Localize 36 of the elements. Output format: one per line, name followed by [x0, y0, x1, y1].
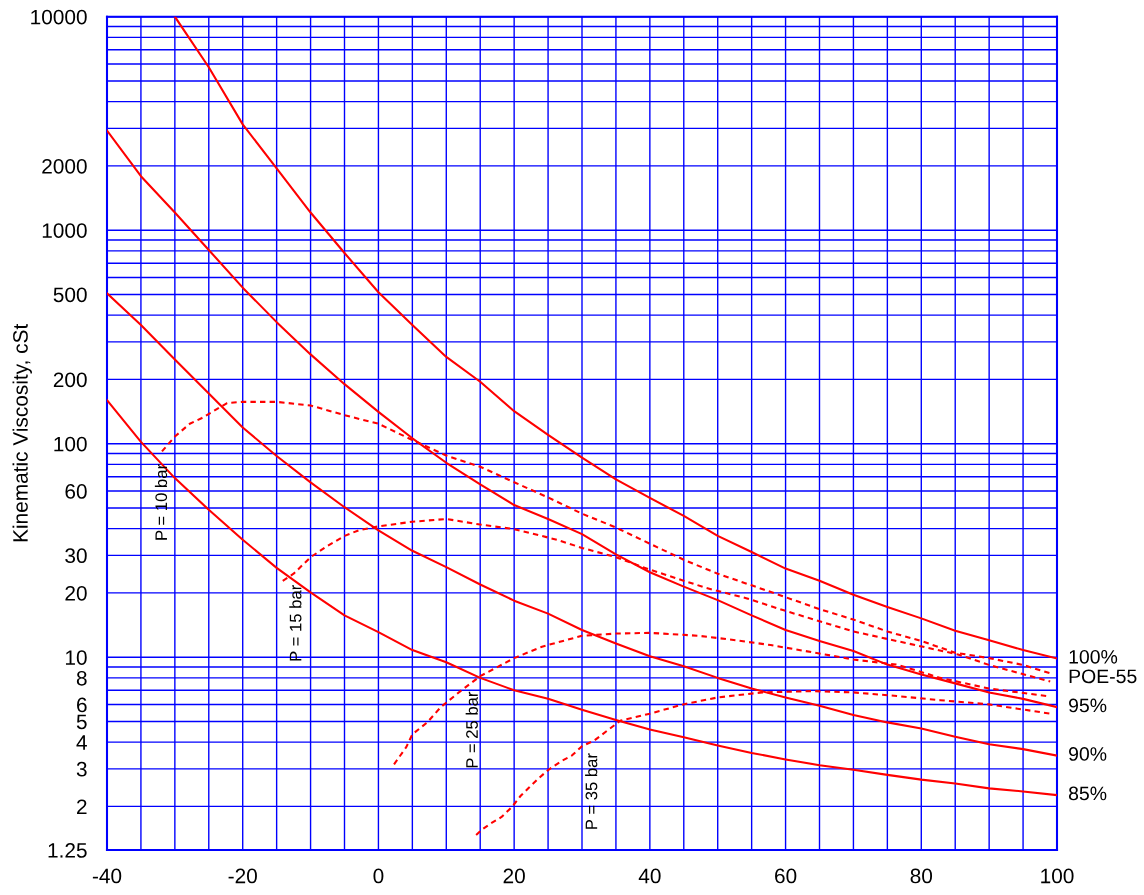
x-tick-label: 60 [775, 868, 797, 884]
y-tick-label: 2000 [42, 158, 87, 174]
y-tick-label: 200 [53, 372, 87, 388]
x-tick-label: -20 [228, 868, 257, 884]
series-label: 100% [1069, 649, 1118, 664]
x-tick-label: 80 [910, 868, 933, 884]
y-tick-label: 10000 [31, 9, 87, 25]
annotation: P = 25 bar [465, 691, 478, 768]
y-tick-label: 500 [53, 287, 87, 303]
series-label: 90% [1069, 747, 1107, 761]
annotation: P = 35 bar [585, 753, 598, 829]
x-tick-label: 20 [503, 868, 525, 884]
series-label: 95% [1069, 698, 1107, 713]
y-tick-label: 4 [76, 735, 87, 750]
y-tick-label: 1000 [42, 223, 87, 238]
y-tick-label: 3 [76, 761, 87, 777]
y-tick-label: 10 [65, 650, 87, 665]
x-tick-label: 100 [1041, 868, 1074, 884]
annotation: P = 10 bar [154, 464, 168, 540]
y-tick-label: 60 [65, 484, 87, 499]
y-tick-label: 2 [77, 799, 87, 814]
annotation: P = 15 bar [289, 585, 302, 661]
line-series [173, 16, 1057, 660]
y-tick-label: 8 [76, 670, 87, 686]
text: POE-55 [1069, 669, 1137, 684]
y-tick-label: 100 [54, 436, 87, 452]
x-tick-label: -40 [92, 868, 122, 884]
y-tick-label: 5 [76, 714, 87, 730]
y-tick-label: 6 [77, 697, 87, 713]
x-tick-label: 0 [373, 868, 384, 884]
series-label: 85% [1068, 786, 1107, 801]
y-axis-title: Kinematic Viscosity, cSt [12, 323, 32, 542]
y-tick-label: 1.25 [48, 843, 87, 858]
y-tick-label: 20 [65, 585, 87, 601]
x-tick-label: 40 [638, 868, 661, 884]
y-tick-label: 30 [65, 548, 87, 564]
